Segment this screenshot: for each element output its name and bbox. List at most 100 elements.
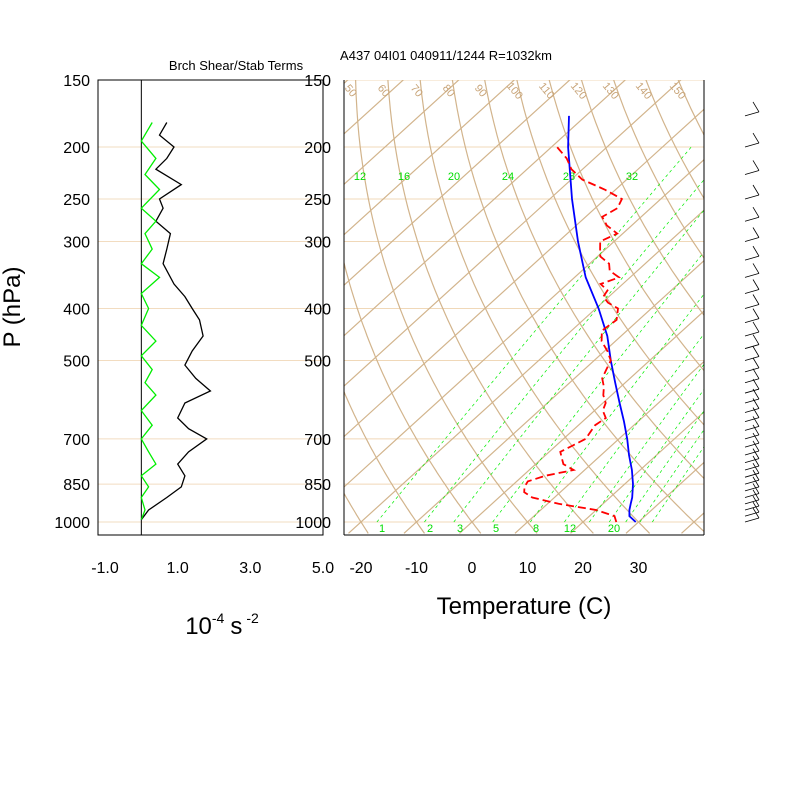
skewt-x-tick-label: -10 <box>405 560 428 577</box>
wind-barb <box>744 304 760 309</box>
isotherm-line <box>514 360 704 534</box>
dry-adiabat-line <box>181 64 255 534</box>
wind-barb-flag <box>752 495 760 507</box>
left-y-tick-label: 850 <box>63 477 90 494</box>
xlabel-exp: -4 <box>212 610 225 626</box>
left-x-tick-label: -1.0 <box>91 560 119 577</box>
wind-barb-flag <box>752 160 760 171</box>
wind-barb-flag <box>752 294 760 305</box>
wind-barb-flag <box>752 357 760 369</box>
skewt-x-tick-label: 0 <box>468 560 477 577</box>
wind-barb-flag <box>752 501 760 513</box>
left-y-tick-label: 150 <box>63 73 90 90</box>
wind-barbs <box>744 101 760 523</box>
skewt-series <box>523 115 637 523</box>
isotherm-line <box>737 64 800 533</box>
dry-adiabat-line <box>613 80 704 259</box>
mixing-ratio-line <box>376 146 692 523</box>
wind-barb <box>744 398 760 404</box>
mixing-ratio-line <box>424 179 704 523</box>
dry-adiabat-line <box>767 64 800 534</box>
left-y-tick-label: 250 <box>63 192 90 209</box>
left-y-tick-label: 700 <box>63 432 90 449</box>
skewt-y-tick-labels: 150 200 250 300 400 500 700 850 1000 <box>295 73 331 532</box>
dry-adiabat-line <box>344 390 425 534</box>
dry-adiabat-line <box>387 80 594 534</box>
mixing-ratio-label: 5 <box>493 523 499 535</box>
dry-adiabat-line <box>354 80 538 534</box>
skewt-x-tick-label: 30 <box>630 560 648 577</box>
left-x-axis-label: 10-4 s -2 <box>185 610 259 640</box>
wind-barb-flag <box>752 132 760 144</box>
dry-adiabat-line <box>344 492 369 534</box>
wind-barb <box>744 237 760 242</box>
isotherm-label: 80 <box>440 83 457 100</box>
wind-barb-flag <box>752 407 760 418</box>
dry-adiabat-line <box>419 80 651 534</box>
wind-barb <box>744 142 760 148</box>
left-gridlines <box>98 79 323 523</box>
isotherm-label: 130 <box>600 80 621 102</box>
wind-barb <box>744 426 760 431</box>
left-y-tick-label: 200 <box>63 140 90 157</box>
skewt-x-tick-label: -20 <box>349 560 372 577</box>
mixing-ratio-label: 24 <box>502 171 514 183</box>
skewt-y-tick-label: 1000 <box>295 515 331 532</box>
isotherm-line <box>344 108 704 438</box>
wind-barb-flag <box>752 321 760 333</box>
temperature-profile-line <box>567 115 637 523</box>
mixing-ratio-line <box>608 388 704 523</box>
wind-barb-flag <box>752 279 760 290</box>
isotherm-line <box>344 80 516 236</box>
wind-barb-flag <box>752 416 760 427</box>
left-x-tick-label: 1.0 <box>167 560 189 577</box>
wind-barb <box>744 417 760 423</box>
isotherm-line <box>344 80 460 186</box>
dry-adiabat-line <box>516 80 704 426</box>
skewt-background-lines <box>181 64 800 534</box>
wind-barb-flag <box>752 398 760 409</box>
dry-adiabat-line <box>344 260 482 534</box>
mixing-ratio-line <box>639 429 704 523</box>
dry-adiabat-line <box>735 64 800 534</box>
wind-barb <box>744 493 760 498</box>
wind-barb <box>744 458 760 463</box>
isotherm-line <box>792 64 800 533</box>
xlabel-base: 10 <box>185 613 212 640</box>
wind-barb <box>744 289 760 294</box>
stability-term-line <box>140 122 161 520</box>
wind-barb <box>744 408 760 413</box>
wind-barb <box>744 318 760 324</box>
isotherm-line <box>344 80 405 135</box>
isotherm-line <box>681 512 704 534</box>
left-y-tick-label: 1000 <box>54 515 90 532</box>
skewt-x-tick-label: 20 <box>574 560 592 577</box>
wind-barb <box>744 331 760 337</box>
dry-adiabat-line <box>219 64 312 534</box>
wind-barb-flag <box>752 378 760 390</box>
isotherm-line <box>625 461 704 534</box>
mixing-ratio-label: 1 <box>379 523 385 535</box>
wind-barb-flag <box>752 489 760 501</box>
dry-adiabat-line <box>580 80 704 317</box>
left-x-tick-labels: -1.0 1.0 3.0 5.0 <box>91 560 334 577</box>
dry-adiabat-line <box>451 80 704 533</box>
isotherm-line <box>403 259 704 534</box>
wind-barb-flag <box>752 308 760 319</box>
wind-barb <box>744 450 760 456</box>
skewt-y-tick-label: 300 <box>304 234 331 251</box>
isotherm-label: 140 <box>633 80 654 102</box>
skewt-title: A437 04I01 040911/1244 R=1032km <box>340 48 552 63</box>
wind-barb-flag <box>752 440 760 452</box>
skewt-y-tick-label: 700 <box>304 432 331 449</box>
wind-barb <box>744 273 760 278</box>
mixing-ratio-label: 12 <box>354 171 366 183</box>
left-y-tick-label: 500 <box>63 354 90 371</box>
left-plot-frame <box>97 79 324 536</box>
shear-term-line <box>140 122 212 521</box>
wind-barb <box>744 194 760 200</box>
dry-adiabat-line <box>645 80 704 200</box>
isotherm-line <box>344 80 682 387</box>
isotherm-label: 150 <box>667 80 688 102</box>
